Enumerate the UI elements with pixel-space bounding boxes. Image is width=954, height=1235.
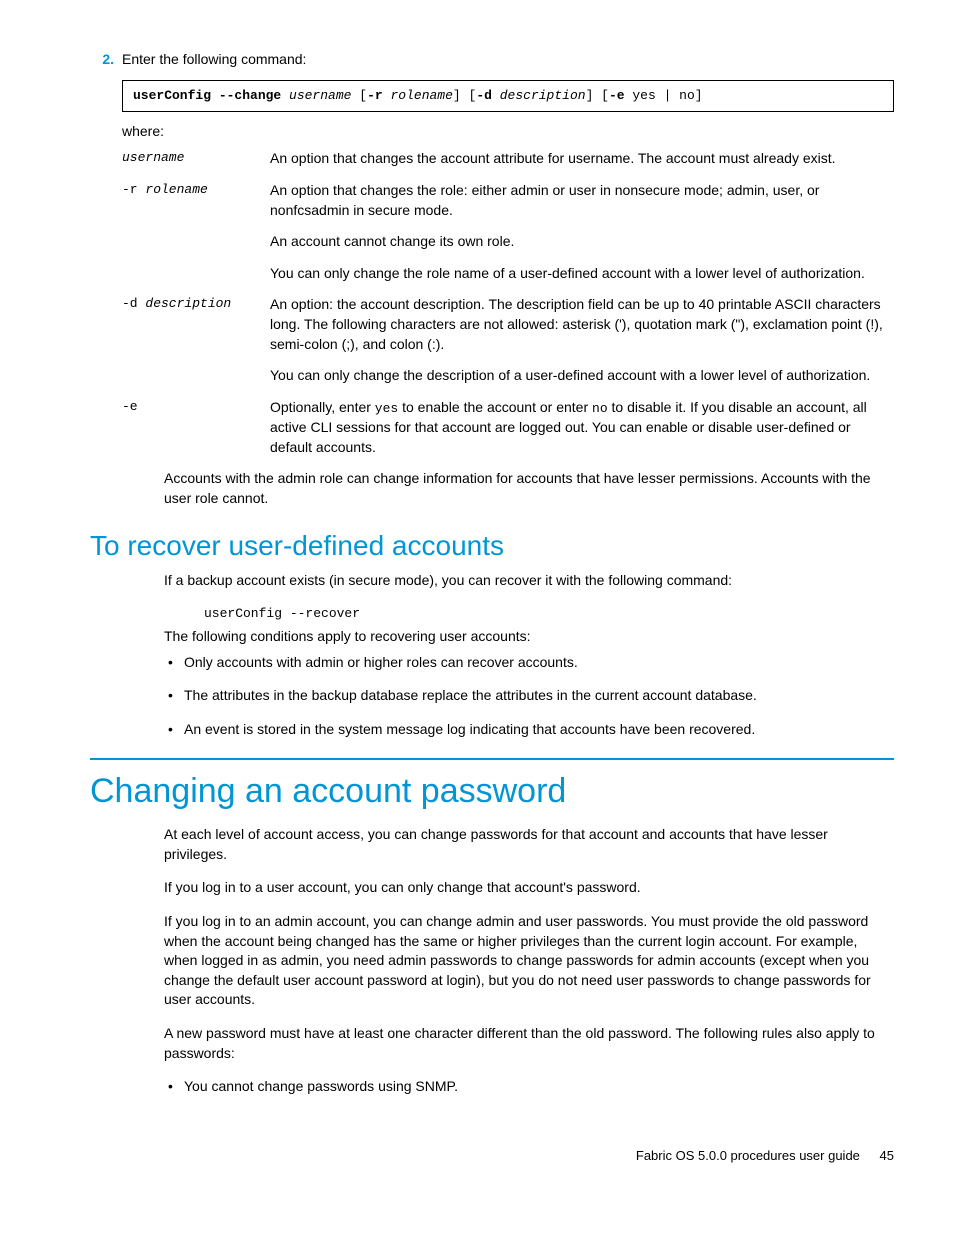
recover-cond-intro: The following conditions apply to recove… (164, 627, 894, 647)
page-footer: Fabric OS 5.0.0 procedures user guide 45 (90, 1147, 894, 1165)
recover-code: userConfig --recover (204, 605, 894, 623)
command-box: userConfig --change username [-r rolenam… (122, 80, 894, 112)
list-item: You cannot change passwords using SNMP. (164, 1077, 894, 1097)
footer-text: Fabric OS 5.0.0 procedures user guide (636, 1148, 860, 1163)
param-name: username (122, 149, 270, 169)
param-desc: Optionally, enter yes to enable the acco… (270, 398, 894, 457)
changing-heading: Changing an account password (90, 768, 894, 816)
changing-bullets: You cannot change passwords using SNMP. (164, 1077, 894, 1097)
recover-intro: If a backup account exists (in secure mo… (164, 571, 894, 591)
step-row: 2. Enter the following command: (90, 50, 894, 70)
param-row: -eOptionally, enter yes to enable the ac… (122, 398, 894, 457)
param-table: usernameAn option that changes the accou… (122, 149, 894, 457)
where-label: where: (122, 122, 894, 142)
paragraph: At each level of account access, you can… (164, 825, 894, 864)
param-name: -e (122, 398, 270, 457)
param-desc: An option that changes the role: either … (270, 181, 894, 283)
after-table-note: Accounts with the admin role can change … (164, 469, 894, 508)
list-item: An event is stored in the system message… (164, 720, 894, 740)
param-name: -d description (122, 295, 270, 385)
recover-heading: To recover user-defined accounts (90, 526, 894, 565)
list-item: Only accounts with admin or higher roles… (164, 653, 894, 673)
paragraph: If you log in to a user account, you can… (164, 878, 894, 898)
footer-page: 45 (880, 1148, 894, 1163)
section-divider (90, 758, 894, 760)
param-row: -r rolenameAn option that changes the ro… (122, 181, 894, 283)
recover-body: If a backup account exists (in secure mo… (164, 571, 894, 739)
paragraph: A new password must have at least one ch… (164, 1024, 894, 1063)
param-row: usernameAn option that changes the accou… (122, 149, 894, 169)
recover-bullets: Only accounts with admin or higher roles… (164, 653, 894, 740)
step-text: Enter the following command: (122, 50, 894, 70)
step-number: 2. (90, 50, 122, 70)
param-desc: An option that changes the account attri… (270, 149, 894, 169)
param-row: -d descriptionAn option: the account des… (122, 295, 894, 385)
changing-body: At each level of account access, you can… (164, 825, 894, 1097)
param-name: -r rolename (122, 181, 270, 283)
paragraph: If you log in to an admin account, you c… (164, 912, 894, 1010)
list-item: The attributes in the backup database re… (164, 686, 894, 706)
param-desc: An option: the account description. The … (270, 295, 894, 385)
